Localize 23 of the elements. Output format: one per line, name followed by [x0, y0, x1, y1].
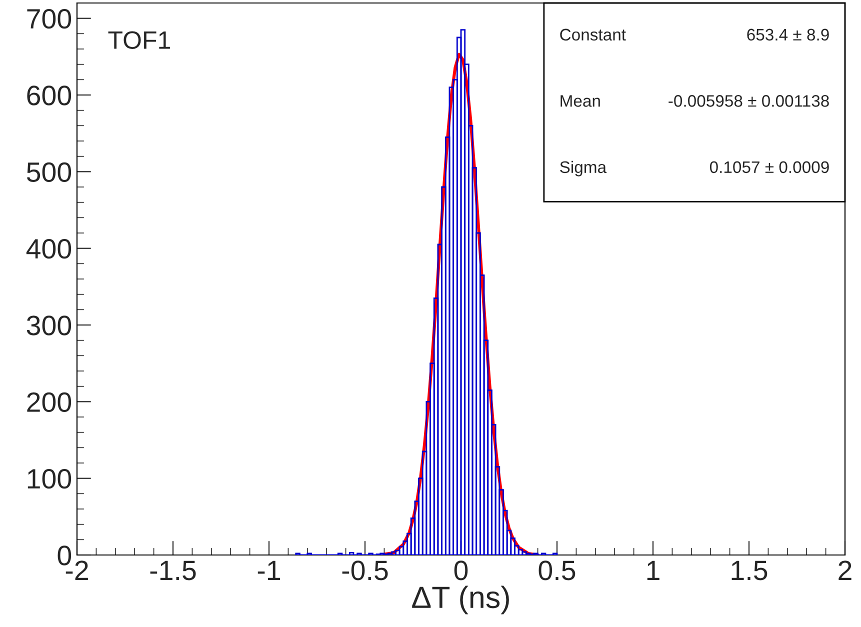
x-tick-label: -0.5 — [342, 560, 388, 580]
annotation: TOF1 — [108, 31, 170, 49]
y-tick-label: 400 — [26, 239, 72, 259]
x-tick-label: 1.5 — [732, 560, 768, 580]
x-tick-label: 0 — [454, 560, 468, 580]
x-tick-label: 1 — [647, 560, 660, 580]
x-tick-label: -1 — [258, 560, 280, 580]
annotation: 0.1057 ± 0.0009 — [710, 161, 829, 174]
annotation: -0.005958 ± 0.001138 — [668, 95, 829, 107]
y-tick-label: 600 — [27, 86, 72, 106]
annotation: Constant — [560, 28, 626, 41]
x-axis-title: ΔT (ns) — [412, 586, 509, 614]
annotation: 653.4 ± 8.9 — [747, 28, 829, 41]
y-tick-label: 300 — [26, 316, 72, 336]
y-tick-label: 700 — [27, 9, 72, 29]
y-tick-label: 200 — [27, 392, 72, 412]
annotation: Mean — [560, 95, 600, 107]
x-tick-label: 0.5 — [538, 560, 576, 580]
y-tick-label: 500 — [26, 162, 72, 182]
x-tick-label: 2 — [838, 560, 852, 580]
x-tick-label: -1.5 — [150, 560, 196, 580]
annotation: Sigma — [560, 160, 607, 176]
y-tick-label: 100 — [28, 469, 72, 489]
